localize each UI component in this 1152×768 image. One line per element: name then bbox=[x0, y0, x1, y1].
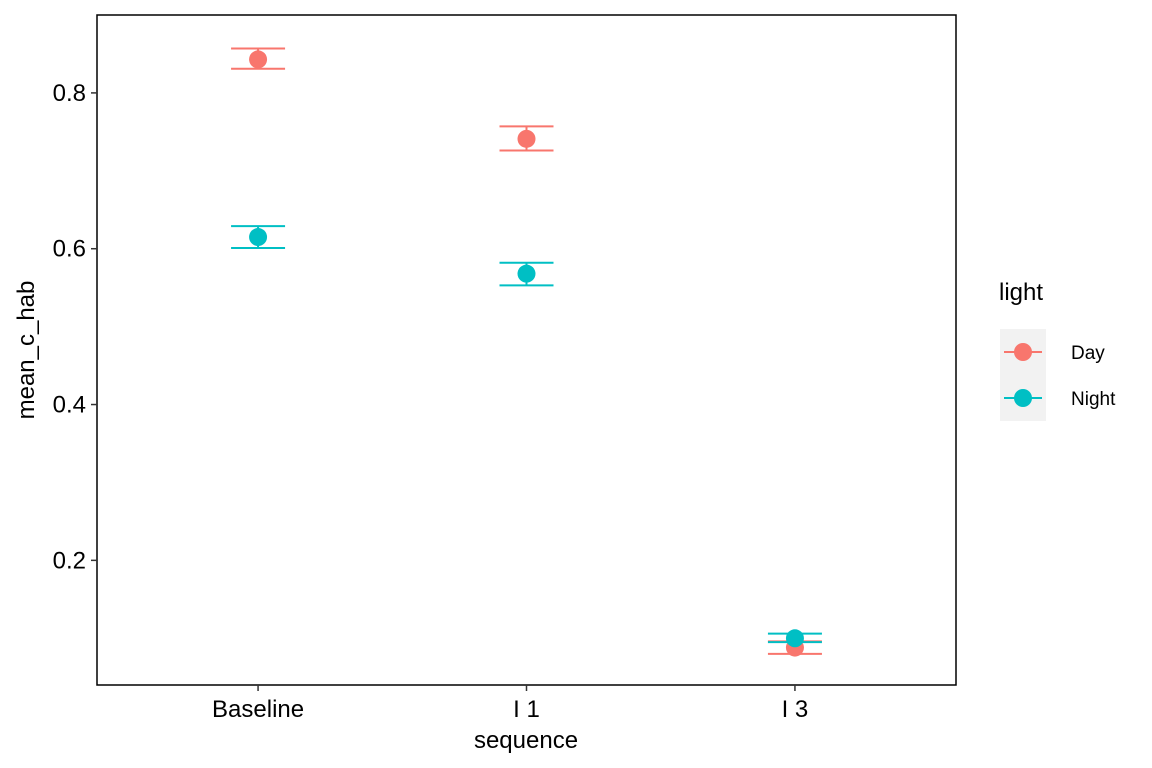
x-axis-title: sequence bbox=[474, 727, 578, 754]
data-point bbox=[517, 264, 536, 283]
data-point bbox=[785, 629, 804, 648]
y-axis: 0.2 0.4 0.6 0.8 bbox=[53, 80, 97, 574]
y-tick-label: 0.4 bbox=[53, 392, 86, 419]
legend-label: Night bbox=[1071, 389, 1116, 410]
legend-key-background bbox=[1000, 329, 1046, 421]
series-night bbox=[231, 225, 822, 648]
plot-layer bbox=[231, 47, 822, 657]
y-tick-label: 0.8 bbox=[53, 80, 86, 107]
data-point bbox=[249, 228, 268, 247]
x-tick-label: Baseline bbox=[212, 696, 304, 723]
x-tick-label: I 3 bbox=[782, 696, 809, 723]
data-point bbox=[517, 129, 536, 148]
legend-label: Day bbox=[1071, 343, 1105, 364]
legend-title: light bbox=[999, 279, 1043, 306]
data-point bbox=[249, 50, 268, 69]
legend-key-point bbox=[1014, 389, 1032, 407]
legend: light Day Night bbox=[999, 279, 1116, 421]
y-tick-label: 0.2 bbox=[53, 547, 86, 574]
x-tick-label: I 1 bbox=[513, 696, 540, 723]
legend-key-point bbox=[1014, 343, 1032, 361]
y-axis-title: mean_c_hab bbox=[13, 281, 40, 420]
y-tick-label: 0.6 bbox=[53, 236, 86, 263]
x-axis: Baseline I 1 I 3 bbox=[212, 685, 808, 723]
